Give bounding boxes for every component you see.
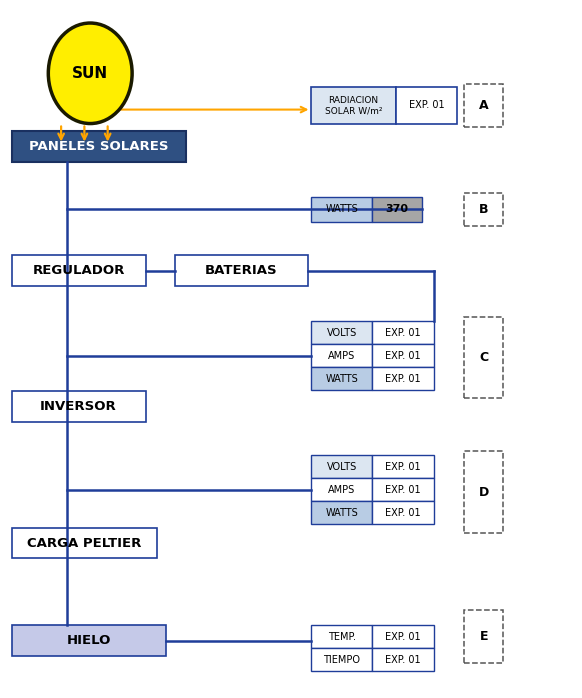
FancyBboxPatch shape [372, 648, 434, 671]
Text: B: B [479, 203, 488, 216]
FancyBboxPatch shape [12, 255, 146, 286]
Text: RADIACION
SOLAR W/m²: RADIACION SOLAR W/m² [325, 96, 382, 115]
Text: 370: 370 [386, 205, 409, 214]
FancyBboxPatch shape [372, 197, 422, 222]
Text: PANELES SOLARES: PANELES SOLARES [29, 140, 169, 153]
Text: C: C [479, 351, 488, 364]
Text: E: E [480, 630, 488, 643]
Text: BATERIAS: BATERIAS [205, 265, 278, 277]
FancyBboxPatch shape [311, 478, 372, 501]
Text: EXP. 01: EXP. 01 [385, 350, 421, 361]
FancyBboxPatch shape [372, 344, 434, 367]
FancyBboxPatch shape [311, 87, 396, 124]
FancyBboxPatch shape [311, 197, 372, 222]
Text: EXP. 01: EXP. 01 [385, 327, 421, 338]
Text: SUN: SUN [72, 66, 108, 81]
FancyBboxPatch shape [372, 625, 434, 648]
Text: EXP. 01: EXP. 01 [385, 484, 421, 495]
FancyBboxPatch shape [12, 528, 157, 558]
Text: AMPS: AMPS [328, 350, 356, 361]
FancyBboxPatch shape [396, 87, 457, 124]
FancyBboxPatch shape [311, 648, 372, 671]
FancyBboxPatch shape [311, 501, 372, 524]
FancyBboxPatch shape [372, 478, 434, 501]
Text: WATTS: WATTS [325, 507, 359, 518]
Text: VOLTS: VOLTS [327, 461, 357, 472]
Text: WATTS: WATTS [325, 373, 359, 384]
FancyBboxPatch shape [311, 455, 372, 478]
Text: EXP. 01: EXP. 01 [385, 655, 421, 665]
FancyBboxPatch shape [175, 255, 308, 286]
Text: TEMP.: TEMP. [328, 632, 356, 642]
Text: HIELO: HIELO [66, 634, 111, 647]
Text: WATTS: WATTS [325, 205, 359, 214]
Text: EXP. 01: EXP. 01 [385, 507, 421, 518]
Text: REGULADOR: REGULADOR [33, 265, 125, 277]
FancyBboxPatch shape [372, 455, 434, 478]
FancyBboxPatch shape [372, 367, 434, 390]
Circle shape [48, 23, 132, 124]
Text: EXP. 01: EXP. 01 [385, 373, 421, 384]
Text: EXP. 01: EXP. 01 [385, 461, 421, 472]
FancyBboxPatch shape [311, 625, 372, 648]
FancyBboxPatch shape [311, 367, 372, 390]
FancyBboxPatch shape [12, 131, 186, 162]
Text: TIEMPO: TIEMPO [324, 655, 360, 665]
FancyBboxPatch shape [372, 501, 434, 524]
Text: EXP. 01: EXP. 01 [385, 632, 421, 642]
Text: EXP. 01: EXP. 01 [409, 101, 444, 110]
Text: AMPS: AMPS [328, 484, 356, 495]
FancyBboxPatch shape [372, 321, 434, 344]
Text: D: D [478, 486, 489, 498]
Text: INVERSOR: INVERSOR [40, 400, 117, 413]
FancyBboxPatch shape [311, 344, 372, 367]
Text: CARGA PELTIER: CARGA PELTIER [27, 537, 141, 549]
FancyBboxPatch shape [311, 321, 372, 344]
Text: A: A [479, 99, 488, 112]
FancyBboxPatch shape [12, 625, 166, 656]
FancyBboxPatch shape [12, 391, 146, 422]
Text: VOLTS: VOLTS [327, 327, 357, 338]
